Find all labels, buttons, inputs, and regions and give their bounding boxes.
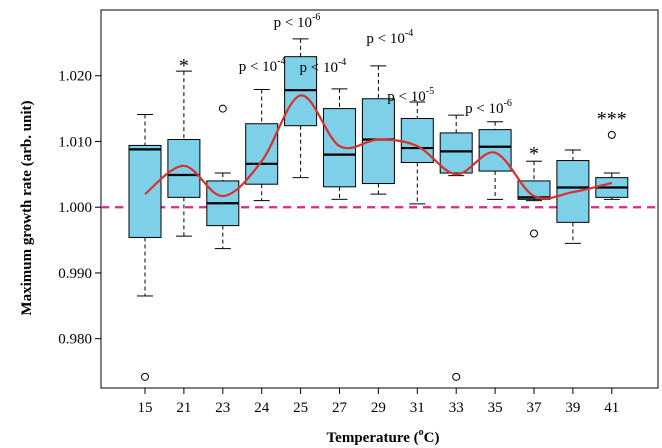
x-tick-label: 21 xyxy=(176,400,191,416)
x-tick-label: 35 xyxy=(488,400,503,416)
box-29 xyxy=(361,65,395,195)
x-tick-label: 25 xyxy=(293,400,308,416)
box-15 xyxy=(128,114,162,297)
y-tick-label: 1.020 xyxy=(58,69,92,85)
outlier-point xyxy=(452,372,461,381)
outlier-point xyxy=(530,229,538,238)
box-iqr xyxy=(167,139,201,198)
x-tick-label: 15 xyxy=(138,400,153,416)
x-tick-label: 23 xyxy=(215,400,230,416)
outlier-point xyxy=(141,372,149,381)
box-iqr xyxy=(478,129,512,172)
box-41 xyxy=(595,172,629,200)
outlier-point xyxy=(218,104,227,113)
outlier-point xyxy=(607,130,616,139)
box-39 xyxy=(556,149,590,244)
box-27 xyxy=(323,88,356,200)
p-value-label: p < 10-6 xyxy=(274,12,321,31)
box-24 xyxy=(245,89,279,202)
y-tick-label: 0.990 xyxy=(58,266,92,282)
y-axis-title: Maximum growth rate (arb. unit) xyxy=(19,100,35,315)
box-iqr xyxy=(517,180,551,200)
y-tick-label: 1.010 xyxy=(58,134,92,150)
significance-star: *** xyxy=(597,108,627,130)
p-value-label: p < 10-5 xyxy=(387,86,434,105)
y-tick-label: 1.000 xyxy=(58,200,92,216)
x-tick-label: 33 xyxy=(449,400,464,416)
box-iqr xyxy=(400,117,434,164)
box-35 xyxy=(478,121,512,200)
x-tick-label: 27 xyxy=(332,400,348,416)
box-iqr xyxy=(128,144,162,238)
x-tick-label: 41 xyxy=(604,400,619,416)
p-value-label: p < 10-4 xyxy=(239,56,286,75)
box-33 xyxy=(439,114,473,177)
p-value-label: p < 10-4 xyxy=(300,57,347,76)
p-value-label: p < 10-4 xyxy=(366,28,413,47)
box-23 xyxy=(206,172,240,250)
plot-frame xyxy=(100,9,659,389)
significance-star: * xyxy=(529,143,539,165)
x-tick-label: 31 xyxy=(410,400,425,416)
p-value-label: p < 10-6 xyxy=(465,98,512,117)
box-37 xyxy=(517,160,551,202)
x-axis-title: Temperature (oC) xyxy=(327,427,440,446)
y-tick-label: 0.980 xyxy=(58,332,92,348)
box-21 xyxy=(167,70,201,237)
x-tick-label: 24 xyxy=(254,400,270,416)
x-tick-label: 29 xyxy=(371,400,386,416)
trend-line xyxy=(144,94,613,200)
x-tick-label: 39 xyxy=(565,400,580,416)
box-iqr xyxy=(439,132,473,174)
x-tick-label: 37 xyxy=(527,400,543,416)
significance-star: * xyxy=(179,55,189,77)
box-25 xyxy=(284,38,318,179)
